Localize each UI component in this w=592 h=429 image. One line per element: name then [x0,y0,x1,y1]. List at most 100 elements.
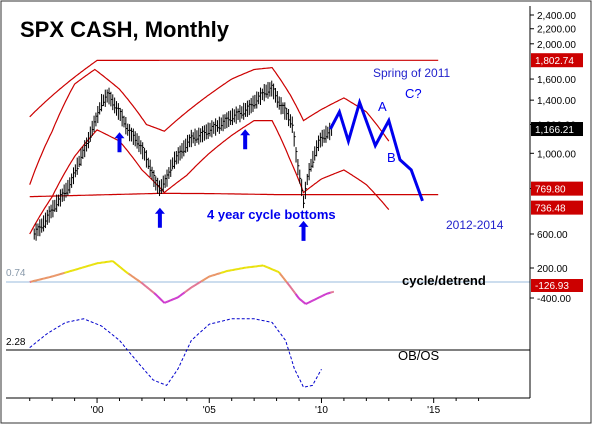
cycle-detrend-segment [145,286,146,287]
cycle-detrend-segment [155,294,156,295]
cycle-detrend-segment [279,272,280,273]
cycle-detrend-segment [308,302,309,303]
cycle-detrend-segment [190,288,191,289]
cycle-detrend-segment [310,301,311,302]
cycle-detrend-segment [299,299,300,300]
cycle-detrend-segment [183,292,184,293]
price-flag-label: 769.80 [535,185,566,196]
cycle-detrend-segment [200,281,201,282]
cycle-detrend-segment [158,296,159,297]
cycle-detrend-segment [185,292,186,293]
cycle-detrend-segment [178,297,179,298]
cycle-detrend-segment [118,266,119,267]
price-flag-label: 1,166.21 [535,125,574,136]
cycle-detrend-segment [117,265,118,266]
cycle-detrend-segment [282,276,283,277]
cycle-detrend-segment [152,291,153,292]
cycle-detrend-segment [191,287,192,288]
cycle-detrend-segment [153,292,154,293]
cycle-detrend-segment [283,278,284,279]
cycle-detrend-segment [291,288,292,290]
cycle-detrend-segment [181,294,182,295]
cycle-detrend-segment [144,285,145,286]
cycle-detrend-segment [311,301,312,302]
cycle-detrend-segment [127,273,128,274]
cycle-detrend-segment [198,283,199,284]
cycle-detrend-segment [306,303,307,304]
cycle-detrend-segment [119,267,120,268]
cycle-detrend-segment [195,285,196,286]
cycle-detrend-segment [194,285,195,286]
cycle-detrend-segment [126,272,127,273]
cycle-detrend-segment [325,294,326,295]
cycle-detrend-segment [135,278,136,279]
annotation-a: A [378,99,387,114]
cycle-detrend-segment [148,288,149,289]
cycle-detrend-segment [319,297,320,298]
price-tick-label: 1,600.00 [537,75,576,86]
cycle-detrend-segment [134,278,135,279]
annotation-c: C? [405,86,422,101]
x-tick-label: '15 [427,405,440,416]
cycle-detrend-segment [186,291,187,292]
cycle-detrend-segment [149,289,150,290]
cycle-detrend-segment [318,297,319,298]
cycle-detrend-segment [297,295,298,297]
cycle-detrend-segment [141,282,142,283]
cycle-ref-label: 0.74 [6,268,26,279]
cycle-detrend-segment [146,287,147,288]
cycle-detrend-segment [113,261,114,262]
cycle-detrend-segment [317,298,318,299]
cycle-detrend-segment [292,289,293,291]
cycle-detrend-segment [123,269,124,270]
cycle-detrend-segment [131,275,132,276]
cycle-detrend-segment [201,281,202,282]
cycle-detrend-segment [320,296,321,297]
cycle-detrend-segment [287,282,288,283]
cycle-detrend-segment [157,295,158,296]
cycle-detrend-segment [154,293,155,294]
annotation-2012-2014: 2012-2014 [446,218,504,232]
cycle-detrend-segment [205,279,206,280]
cycle-detrend-segment [140,282,141,283]
cycle-detrend-label: cycle/detrend [402,273,486,288]
cycle-detrend-segment [289,285,290,286]
obos-ref-label: 2.28 [6,337,26,348]
cycle-detrend-segment [324,295,325,296]
price-tick-label: 2,000.00 [537,40,576,51]
cycle-detrend-segment [162,301,163,302]
cycle-detrend-segment [160,299,161,300]
cycle-detrend-segment [187,290,188,291]
cycle-detrend-segment [284,279,285,280]
cycle-detrend-segment [290,286,291,288]
cycle-detrend-segment [307,303,308,304]
cycle-detrend-segment [312,300,313,301]
cycle-detrend-segment [159,297,160,298]
x-tick-label: '05 [203,405,216,416]
cycle-detrend-segment [304,302,305,303]
cycle-detrend-segment [295,292,296,294]
cycle-detrend-segment [139,281,140,282]
price-tick-label: 2,200.00 [537,25,576,36]
cycle-detrend-segment [128,274,129,275]
cycle-detrend-segment [316,299,317,300]
cycle-detrend-segment [204,279,205,280]
cycle-detrend-segment [143,284,144,285]
price-tick-label: 1,000.00 [537,149,576,160]
cycle-detrend-segment [121,268,122,269]
cycle-detrend-segment [314,300,315,301]
cycle-detrend-segment [179,296,180,297]
cycle-detrend-segment [296,294,297,296]
cycle-detrend-segment [180,295,181,296]
annotation-b: B [387,150,396,165]
cycle-detrend-segment [301,300,302,301]
price-tick-label: 2,400.00 [537,11,576,22]
x-tick-label: '00 [91,405,104,416]
cycle-detrend-segment [133,277,134,278]
cycle-detrend-segment [125,271,126,272]
cycle-detrend-segment [124,270,125,271]
cycle-detrend-segment [293,291,294,293]
cycle-detrend-segment [132,276,133,277]
cycle-detrend-segment [203,280,204,281]
